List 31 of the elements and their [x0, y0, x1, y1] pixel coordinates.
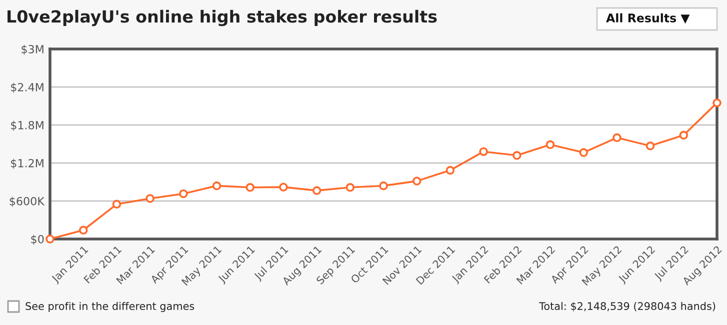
point: [146, 194, 154, 203]
y-tick-label: $1.8M: [11, 120, 44, 131]
y-tick-label: $600K: [10, 196, 45, 207]
point: [612, 133, 622, 142]
point: [212, 181, 222, 190]
point: [646, 142, 655, 150]
point: [246, 183, 254, 192]
point: [78, 226, 88, 235]
y-tick-label: $1.2M: [11, 158, 44, 169]
point: [412, 176, 422, 186]
point: [512, 151, 522, 160]
point: [446, 166, 455, 175]
point: [379, 181, 388, 190]
point: [479, 147, 488, 156]
text: See profit in the different games: [26, 302, 194, 312]
point: [579, 148, 588, 157]
point: [46, 234, 54, 244]
y-tick-label: $2.4M: [11, 82, 44, 93]
y-tick-label: $3M: [22, 44, 44, 55]
point: [179, 189, 188, 198]
point: [712, 98, 722, 108]
point: [679, 130, 688, 140]
point: [112, 200, 122, 209]
point: [546, 140, 555, 150]
point: [346, 183, 355, 192]
chart-title: L0ve2playU's online high stakes poker results: [8, 10, 437, 26]
point: [279, 182, 288, 192]
text: Total: $2,148,539 (298043 hands): [539, 302, 716, 312]
point: [312, 186, 322, 195]
text: All Results ▼: [606, 13, 690, 24]
y-tick-label: $0: [31, 234, 44, 245]
